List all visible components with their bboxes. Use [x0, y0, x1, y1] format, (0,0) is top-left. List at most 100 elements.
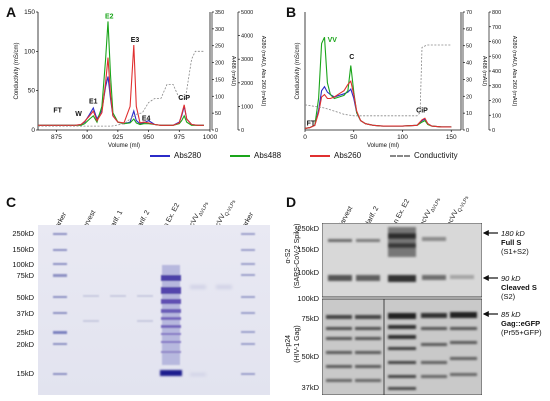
x-tick-label: 925 [112, 134, 123, 141]
y-right-outer-tick-label: 500 [492, 54, 501, 60]
y-left-tick-label: 0 [31, 127, 35, 134]
y-right-outer-tick-label: 700 [492, 25, 501, 31]
gel-c-mw-25: 25kD [16, 328, 34, 337]
legend-item-conductivity: Conductivity [390, 151, 458, 160]
y-right-inner-tick-label: 30 [466, 77, 472, 83]
y-right-outer-axis-label: A280 (mAU), Abs 260 (mAU) [511, 36, 517, 107]
y-right-outer-tick-label: 1000 [241, 104, 253, 110]
y-right-outer-tick-label: 5000 [241, 10, 253, 16]
blot-d-mw-100-top: 100kD [297, 268, 319, 277]
y-right-outer-tick-label: 200 [492, 99, 501, 105]
blot-d-mw-150: 150kD [297, 245, 319, 254]
y-right-inner-axis-label: A488 (mAU) [481, 56, 487, 86]
blot-d-bottom-bands [326, 312, 477, 390]
y-right-outer-tick-label: 0 [241, 128, 244, 134]
series-line-conductivity [38, 50, 204, 127]
panel-letter-a: A [6, 4, 17, 20]
x-tick-label: 975 [174, 134, 185, 141]
series-line-abs260 [304, 80, 452, 129]
y-right-outer-tick-label: 3000 [241, 57, 253, 63]
y-right-inner-axis-label: A488 (mAU) [230, 56, 236, 86]
blot-d-mw-75: 75kD [301, 314, 319, 323]
series-line-abs260 [38, 44, 204, 126]
series-line-abs280 [304, 85, 452, 129]
gel-c-marker-lane-1 [53, 233, 67, 375]
chart-b: 0 50 100 150 Volume (ml) Conductivity (mS/cm)… [295, 10, 517, 149]
series-line-conductivity [304, 44, 452, 117]
legend-item-abs260: Abs260 [310, 151, 361, 160]
y-left-axis-label: Conductivity (mS/cm) [295, 42, 301, 99]
x-tick-label: 1000 [203, 134, 218, 141]
legend-swatch-conductivity [390, 154, 410, 157]
legend-swatch-abs260 [310, 154, 330, 157]
x-tick-label: 150 [446, 134, 457, 141]
y-right-outer-tick-label: 2000 [241, 81, 253, 87]
legend-label-abs488: Abs488 [254, 151, 282, 160]
gel-c-mw-50: 50kD [16, 293, 34, 302]
annot-gag-egfp: 85 kD Gag::eGFP (Pr55+GFP) [501, 310, 542, 337]
y-right-inner-tick-label: 50 [215, 111, 221, 117]
gel-c-mw-150: 150kD [12, 245, 34, 254]
x-tick-label: 875 [51, 134, 62, 141]
y-right-inner-tick-label: 250 [215, 44, 224, 50]
y-left-tick-label: 50 [28, 88, 36, 95]
gel-c-mw-20: 20kD [16, 340, 34, 349]
panel-letter-c: C [6, 194, 17, 210]
annot-full-s: 180 kD Full S (S1+S2) [501, 229, 529, 256]
y-right-inner-tick-label: 60 [466, 27, 472, 33]
legend-label-abs260: Abs260 [334, 151, 362, 160]
series-line-abs488 [38, 21, 204, 126]
y-right-inner-tick-label: 0 [466, 128, 469, 134]
gel-c-secvv-lanes [190, 285, 232, 376]
gel-c-mw-100: 100kD [12, 260, 34, 269]
blot-d-mw-50: 50kD [301, 352, 319, 361]
peak-label: CiP [178, 95, 190, 102]
y-right-outer-axis-label: A280 (mAU), Abs 260 (mAU) [260, 36, 266, 107]
gel-c: Marker Harvest Clarif. 1 Clarif. 2 Ion E… [0, 195, 270, 401]
blot-d-mw-37: 37kD [301, 383, 319, 392]
x-axis-label: Volume (ml) [108, 143, 140, 149]
y-right-outer-tick-label: 300 [492, 84, 501, 90]
series-line-abs488 [304, 36, 452, 129]
peak-label: E3 [131, 37, 140, 44]
panel-letter-d: D [286, 194, 297, 210]
gel-c-mw-75: 75kD [16, 271, 34, 280]
gel-c-image [38, 225, 270, 395]
gel-c-mw-37: 37kD [16, 309, 34, 318]
gel-c-mw-15: 15kD [16, 369, 34, 378]
legend-item-abs488: Abs488 [230, 151, 281, 160]
y-right-outer-tick-label: 800 [492, 10, 501, 16]
y-right-outer-tick-label: 600 [492, 40, 501, 46]
y-left-tick-label: 150 [24, 9, 35, 16]
gel-c-background [38, 225, 270, 395]
legend-label-conductivity: Conductivity [414, 151, 458, 160]
y-left-axis-label: Conductivity (mS/cm) [14, 42, 20, 99]
y-left-tick-label: 100 [24, 48, 35, 55]
peak-label: E4 [142, 116, 151, 123]
x-tick-label: 50 [350, 134, 358, 141]
blot-d-image [322, 223, 482, 395]
gel-c-ionex-lane [160, 265, 182, 376]
x-axis-label: Volume (ml) [367, 143, 399, 149]
legend-label-abs280: Abs280 [174, 151, 202, 160]
peak-label: C [349, 54, 354, 61]
legend-item-abs280: Abs280 [150, 151, 201, 160]
peak-label: FT [307, 120, 316, 127]
y-right-inner-tick-label: 10 [466, 111, 472, 117]
chart-legend: Abs280 Abs488 Abs260 Conductivity [150, 151, 540, 163]
panel-letter-b: B [286, 4, 297, 20]
gel-c-mw-250: 250kD [12, 229, 34, 238]
annot-cleaved-s: 90 kD Cleaved S (S2) [501, 274, 537, 301]
peak-label: E2 [105, 13, 114, 20]
blot-d-top-bands [328, 227, 474, 282]
y-right-inner-tick-label: 70 [466, 10, 472, 16]
y-right-inner-tick-label: 200 [215, 61, 224, 67]
legend-swatch-abs280 [150, 154, 170, 157]
y-right-inner-tick-label: 150 [215, 77, 224, 83]
blot-d-mw-100-bottom: 100kD [297, 294, 319, 303]
x-tick-label: 950 [143, 134, 154, 141]
blot-d-mw-250: 250kD [297, 224, 319, 233]
x-tick-label: 100 [397, 134, 408, 141]
y-right-inner-tick-label: 40 [466, 61, 472, 67]
